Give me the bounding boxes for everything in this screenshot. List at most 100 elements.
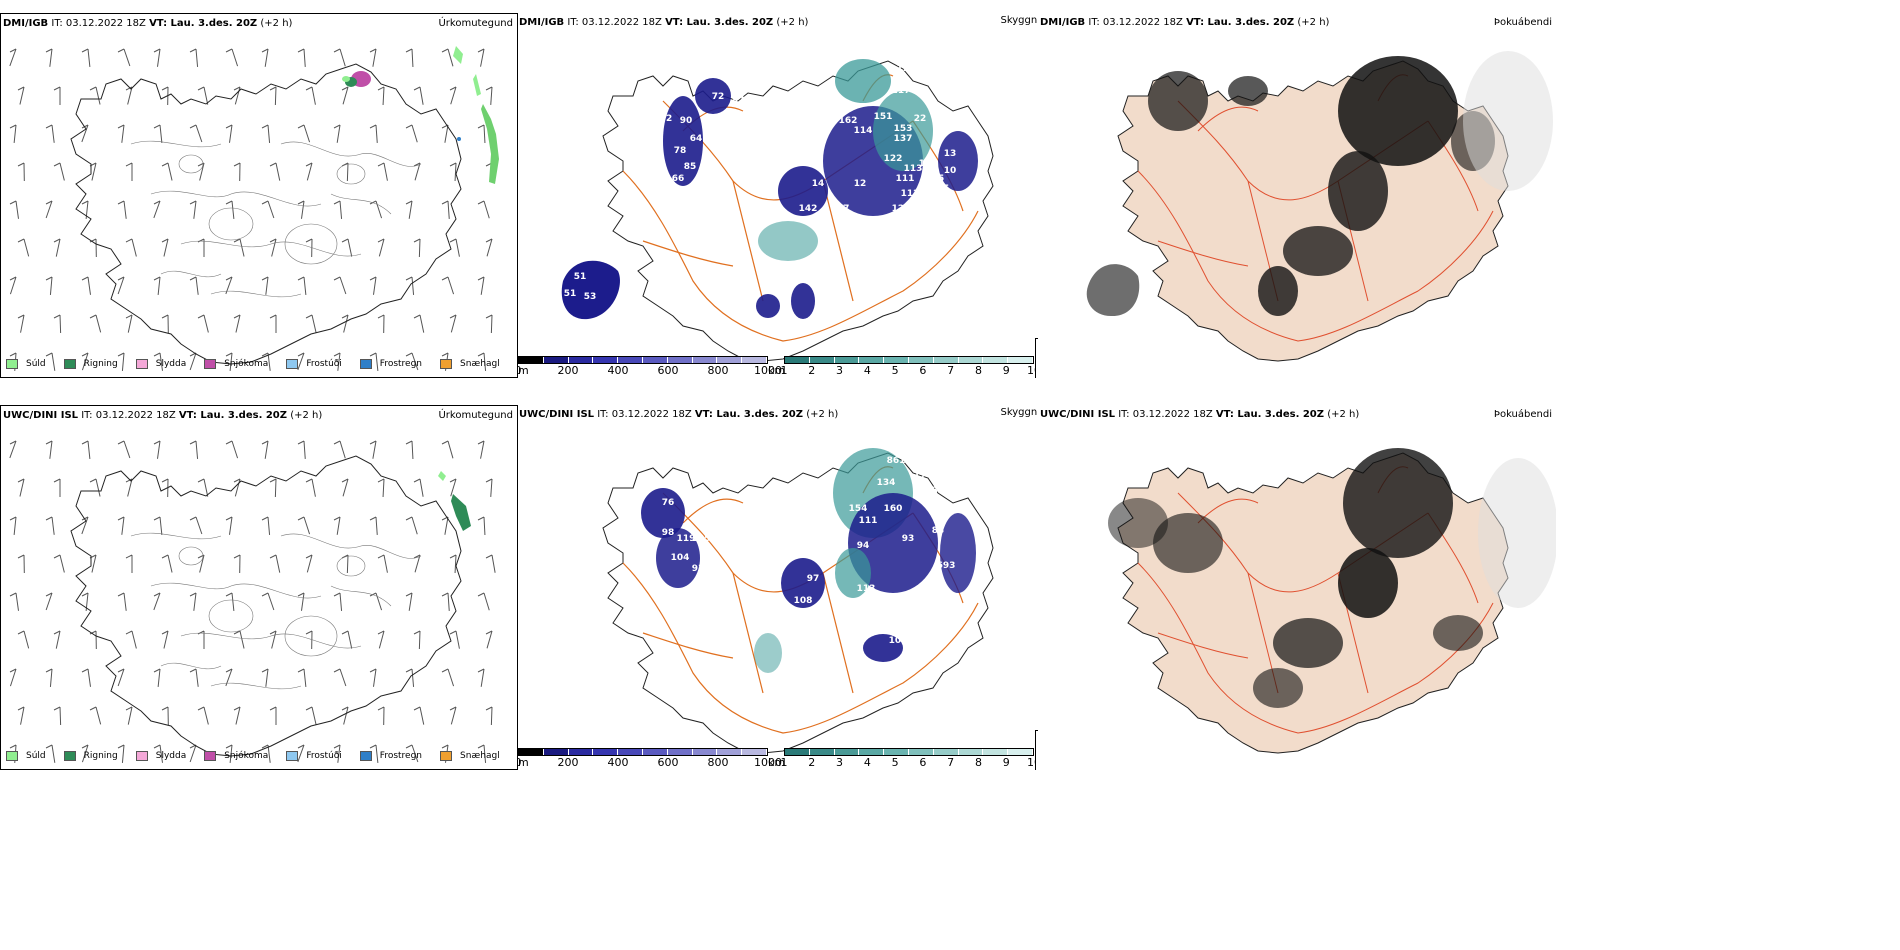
colorbar-step (1008, 749, 1033, 755)
wind-barb (375, 352, 379, 371)
panel-title: UWC/DINI ISL IT: 03.12.2022 18Z VT: Lau.… (519, 409, 839, 420)
inland-contour (210, 290, 302, 298)
wind-barb-flag (449, 706, 457, 711)
wind-barb-flag (261, 668, 269, 673)
wind-barb-flag (441, 668, 449, 673)
wind-barb (239, 238, 245, 257)
colorbar-tick: 8 (974, 756, 982, 769)
cloud-base-value-label: 97 (807, 574, 820, 584)
visibility-ticks: 1 2 3 4 5 6 7 8 9 10 (781, 756, 1039, 769)
colorbar-step (933, 749, 959, 755)
legend-label: Slydda (155, 359, 187, 369)
colorbar-tick: 800 (707, 756, 729, 769)
cloud-base-map: 861 134 17 32 18 160 154 111 83 93 94 693 76 98119135… (602, 448, 994, 753)
wind-barb-flag (405, 276, 413, 281)
wind-barb (339, 200, 343, 219)
inland-contour (330, 585, 392, 607)
wind-barb (123, 200, 127, 219)
colorbar-tick: 5 (891, 364, 899, 377)
wind-barb-flag (377, 478, 385, 483)
wind-barb-flag (125, 554, 133, 559)
wind-barb-flag (297, 200, 305, 205)
cloud-base-value-label: 66 (672, 174, 685, 184)
wind-barb-flag (297, 592, 305, 597)
wind-barb-flag (189, 440, 197, 445)
cloud-base-value-label: 76 (662, 498, 675, 508)
cloud-base-value-label: 92 (660, 114, 673, 124)
wind-barb (193, 592, 197, 611)
wind-barb-flag (53, 238, 61, 243)
wind-barb (411, 352, 419, 371)
wind-barb-flag (81, 276, 89, 281)
wind-barb-flag (161, 706, 169, 711)
wind-barb (372, 276, 377, 295)
legend-item: Rigning (63, 359, 118, 369)
wind-barb (189, 352, 197, 371)
wind-barb-flag (297, 124, 305, 129)
wind-barb-flag (45, 200, 53, 205)
wind-barb-flag (269, 86, 277, 91)
wind-barb-flag (297, 668, 305, 673)
wind-barb (157, 668, 161, 687)
wind-barb (95, 478, 101, 497)
wind-barb-flag (485, 478, 493, 483)
wind-barb (20, 314, 25, 333)
wind-barb-flag (17, 86, 25, 91)
wind-barb-flag (81, 352, 89, 357)
wind-barb-flag (161, 238, 169, 243)
wind-barbs (9, 48, 496, 371)
wind-barb (189, 744, 197, 763)
wind-barb-flag (449, 86, 457, 91)
cloud-base-value-label: 13 (944, 149, 957, 159)
wind-barb (411, 440, 414, 460)
wind-barb-flag (477, 352, 485, 357)
wind-barb-flag (81, 124, 89, 129)
wind-barb-flag (269, 630, 277, 635)
wind-barb (20, 706, 25, 725)
colorbar-tick: 600 (657, 756, 679, 769)
wind-barb (343, 706, 349, 725)
wind-barb-flag (9, 200, 17, 205)
wind-barb-flag (369, 276, 377, 281)
wind-barb-flag (189, 200, 197, 205)
cloud-base-value-label: 93 (692, 564, 705, 574)
wind-barb-flag (377, 162, 385, 167)
wind-barb (239, 630, 245, 649)
wind-barb-flag (377, 314, 385, 319)
wind-barb (81, 352, 89, 371)
panel-title: DMI/IGB IT: 03.12.2022 18Z VT: Lau. 3.de… (3, 18, 293, 29)
wind-barb-flag (81, 440, 89, 445)
cloud-base-value-label: 51 (574, 272, 587, 282)
fog-index-legend: 060 (1035, 730, 1038, 770)
wind-barb (231, 592, 235, 611)
road-line (1137, 170, 1494, 342)
wind-barb-flag (333, 440, 341, 445)
wind-barb-flag (117, 276, 125, 281)
colorbar-tick: 400 (607, 364, 629, 377)
legend-label: Snæhagl (460, 359, 500, 369)
wind-barb-flag (225, 516, 233, 521)
colorbar-step (519, 749, 544, 755)
cloud-base-value-label: 118 (914, 621, 933, 631)
wind-barb-flag (45, 48, 53, 53)
wind-barb (450, 314, 457, 333)
colorbar-tick: 400 (607, 756, 629, 769)
wind-barb-flag (17, 238, 25, 243)
wind-barb-flag (45, 668, 53, 673)
cloud-base-value-label: 12 (854, 179, 867, 189)
wind-barb-flag (477, 276, 485, 281)
wind-barb-flag (477, 744, 485, 749)
wind-barb (483, 744, 487, 763)
wind-barb (339, 668, 347, 687)
wind-barb-flag (449, 630, 457, 635)
wind-barb-flag (153, 440, 161, 445)
wind-barb-flag (89, 478, 97, 483)
legend-swatch (6, 359, 18, 369)
wind-barb (167, 162, 173, 181)
legend-label: Snjókoma (224, 751, 269, 761)
colorbar-step (908, 357, 934, 363)
inland-contour (330, 193, 392, 215)
wind-barb-flag (413, 706, 421, 711)
wind-barb-flag (161, 630, 169, 635)
wind-barb-flag (153, 276, 161, 281)
